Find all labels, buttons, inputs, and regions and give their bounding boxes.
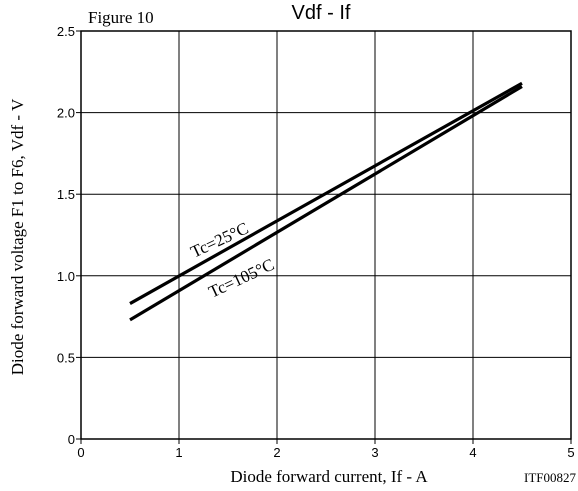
series-lines xyxy=(129,81,523,322)
x-axis-label: Diode forward current, If - A xyxy=(230,467,428,486)
x-tick-label-0: 0 xyxy=(77,445,84,460)
series-label-tc25: Tc=25°C xyxy=(188,218,252,261)
x-tick-label-5: 5 xyxy=(567,445,574,460)
series-line-1 xyxy=(129,85,523,322)
series-label-tc105: Tc=105°C xyxy=(206,255,277,302)
tick-labels: 0 1 2 3 4 5 0 0.5 1.0 1.5 2.0 2.5 xyxy=(57,24,575,460)
y-tick-label-2: 1.0 xyxy=(57,269,75,284)
y-tick-label-4: 2.0 xyxy=(57,106,75,121)
x-tick-label-1: 1 xyxy=(175,445,182,460)
y-axis-label: Diode forward voltage F1 to F6, Vdf - V xyxy=(8,98,27,375)
chart-code: ITF00827 xyxy=(524,470,577,485)
x-tick-label-4: 4 xyxy=(469,445,476,460)
y-tick-label-5: 2.5 xyxy=(57,24,75,39)
plot-frame xyxy=(80,30,572,440)
series-line-0 xyxy=(129,81,523,305)
y-tick-label-0: 0 xyxy=(68,432,75,447)
x-tick-label-3: 3 xyxy=(371,445,378,460)
grid xyxy=(76,30,572,444)
figure-label: Figure 10 xyxy=(88,8,154,27)
chart-title: Vdf - If xyxy=(292,2,351,24)
y-tick-label-1: 0.5 xyxy=(57,350,75,365)
x-tick-label-2: 2 xyxy=(273,445,280,460)
y-tick-label-3: 1.5 xyxy=(57,187,75,202)
